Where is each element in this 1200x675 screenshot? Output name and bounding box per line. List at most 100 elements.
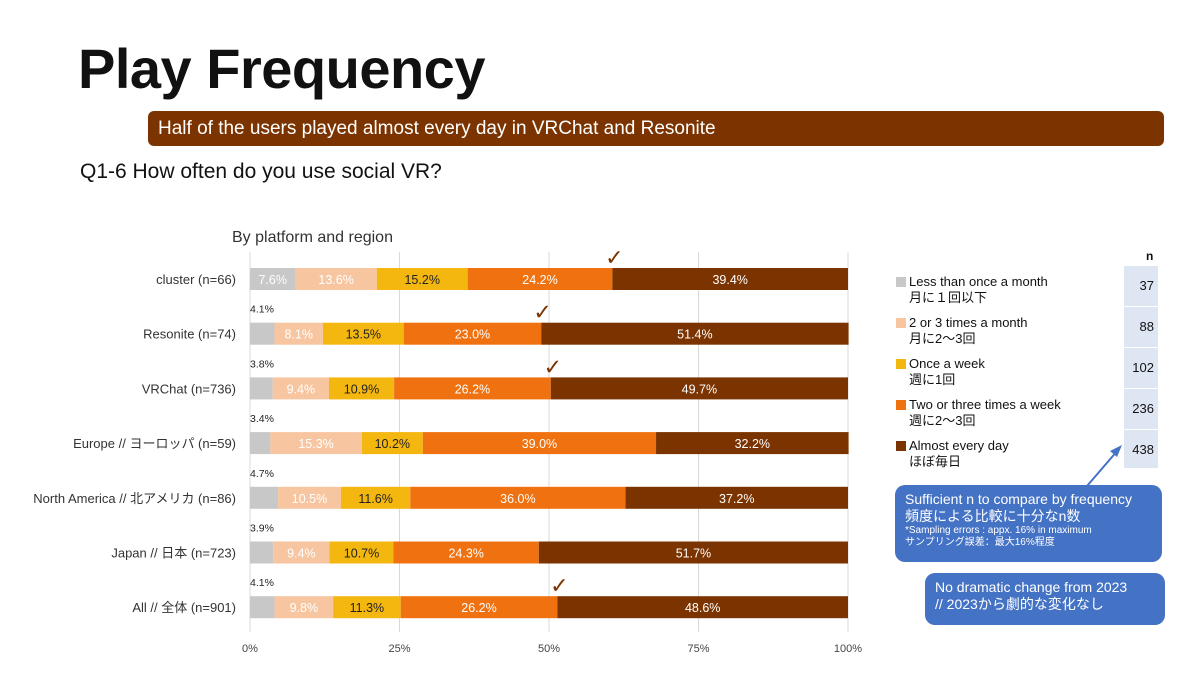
callout-text-ja: // 2023から劇的な変化なし [935, 596, 1104, 612]
data-label: 9.4% [287, 382, 316, 396]
legend-label: Once a week [909, 356, 985, 371]
page-title: Play Frequency [78, 37, 485, 100]
bar-segment [274, 596, 334, 619]
bar-segment [278, 486, 341, 509]
data-label: 37.2% [719, 492, 754, 506]
data-label: 10.9% [344, 382, 379, 396]
bar-segment [400, 596, 558, 619]
data-label: 51.7% [676, 547, 711, 561]
data-label: 23.0% [455, 328, 490, 342]
bar-segment [656, 432, 849, 455]
checkmark-icon: ✓ [605, 245, 623, 270]
data-label: 3.9% [250, 523, 274, 535]
category-label: Europe // ヨーロッパ (n=59) [73, 436, 236, 451]
legend-swatch [896, 359, 906, 369]
data-label: 26.2% [461, 601, 496, 615]
legend-swatch [896, 318, 906, 328]
checkmark-icon: ✓ [533, 300, 551, 325]
legend-label: 2 or 3 times a month [909, 315, 1028, 330]
bar-segment [467, 268, 613, 290]
n-column: 37 88 102 236 438 [1124, 266, 1158, 468]
bar-segment [538, 541, 848, 564]
x-tick-label: 50% [538, 643, 560, 655]
data-label: 13.5% [346, 328, 381, 342]
n-divider [1124, 306, 1158, 307]
callout-no-change: No dramatic change from 2023 // 2023から劇的… [925, 573, 1165, 625]
data-label: 4.1% [250, 304, 274, 316]
data-label: 49.7% [682, 382, 717, 396]
bar-segment [403, 322, 542, 345]
category-label: North America // 北アメリカ (n=86) [33, 491, 236, 506]
x-tick-label: 100% [834, 643, 862, 655]
n-value: 88 [1139, 319, 1154, 334]
legend-swatch [896, 400, 906, 410]
data-label: 39.4% [712, 273, 747, 287]
callout-text-ja: 頻度による比較に十分なn数 [905, 508, 1081, 524]
data-label: 32.2% [735, 437, 770, 451]
data-label: 11.3% [350, 601, 385, 615]
data-label: 24.3% [448, 547, 483, 561]
legend-label-ja: 週に2〜3回 [909, 413, 976, 428]
category-label: Resonite (n=74) [143, 327, 236, 342]
bar-segment [270, 432, 362, 455]
data-label: 9.4% [287, 547, 316, 561]
data-label: 15.3% [298, 437, 333, 451]
n-value: 102 [1132, 360, 1154, 375]
bar-segment [410, 486, 626, 509]
n-value: 438 [1132, 442, 1154, 457]
chart-subtitle: By platform and region [232, 229, 393, 246]
category-label: VRChat (n=736) [142, 381, 236, 396]
legend-label: Less than once a month [909, 274, 1048, 289]
data-label: 10.7% [344, 547, 379, 561]
legend-swatch [896, 277, 906, 287]
bar-segment [272, 377, 329, 400]
bar-segment [250, 377, 273, 400]
bar-segment [393, 541, 539, 564]
legend-swatch [896, 441, 906, 451]
x-tick-label: 75% [687, 643, 709, 655]
bar-segment [329, 541, 394, 564]
callout-text: Sufficient n to compare by frequency [905, 491, 1132, 507]
data-label: 4.7% [250, 468, 274, 480]
bar-segment [340, 486, 411, 509]
callout-sufficient-n: Sufficient n to compare by frequency 頻度に… [895, 485, 1162, 562]
x-tick-label: 0% [242, 643, 258, 655]
bar-segment [250, 596, 275, 619]
bar-segment [550, 377, 848, 400]
bar-segment [322, 322, 404, 345]
bar-segment [250, 322, 275, 345]
bar-segment [394, 377, 551, 400]
legend-label-ja: ほぼ毎日 [909, 454, 962, 469]
data-label: 3.4% [250, 413, 274, 425]
data-label: 26.2% [455, 382, 490, 396]
data-label: 51.4% [677, 328, 712, 342]
headline-banner: Half of the users played almost every da… [148, 111, 1164, 146]
bar-segment [376, 268, 468, 290]
n-value: 37 [1139, 278, 1154, 293]
bar-segment [273, 541, 330, 564]
legend-label: Two or three times a week [909, 397, 1061, 412]
callout-text: No dramatic change from 2023 [935, 579, 1128, 595]
survey-question: Q1-6 How often do you use social VR? [80, 160, 442, 183]
x-tick-label: 25% [388, 643, 410, 655]
bar-segment [361, 432, 423, 455]
data-label: 9.8% [290, 601, 319, 615]
data-label: 13.6% [318, 273, 353, 287]
bar-segment [612, 268, 848, 290]
bar-segment [295, 268, 377, 290]
checkmark-icon: ✓ [544, 354, 562, 379]
bar-segment [422, 432, 657, 455]
bar-segment [557, 596, 848, 619]
data-label: 4.1% [250, 577, 274, 589]
n-divider [1124, 388, 1158, 389]
data-label: 3.8% [250, 358, 274, 370]
n-divider [1124, 347, 1158, 348]
data-label: 24.2% [522, 273, 557, 287]
bar-segment [250, 432, 271, 455]
bar-segment [274, 322, 323, 345]
n-divider [1124, 429, 1158, 430]
legend-label-ja: 週に1回 [909, 372, 956, 387]
callout-note-ja: サンプリング誤差：最大16%程度 [905, 537, 1055, 548]
bar-segment [328, 377, 395, 400]
bar-segment [250, 268, 296, 290]
